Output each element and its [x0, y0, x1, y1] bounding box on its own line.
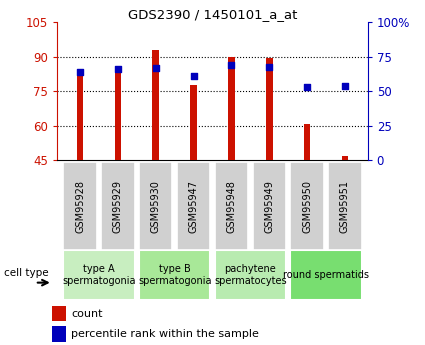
Text: GSM95950: GSM95950	[302, 180, 312, 233]
Bar	[190, 85, 197, 160]
Bar	[215, 162, 248, 250]
Point	[190, 73, 197, 79]
Bar	[290, 162, 324, 250]
Point	[76, 69, 83, 75]
Bar	[304, 124, 311, 160]
Text: count: count	[71, 308, 103, 318]
Text: GSM95930: GSM95930	[151, 180, 161, 233]
Bar	[228, 57, 235, 160]
Bar	[139, 250, 210, 300]
Bar	[252, 162, 286, 250]
Text: GSM95949: GSM95949	[264, 180, 274, 233]
Bar	[139, 162, 173, 250]
Text: round spermatids: round spermatids	[283, 270, 369, 280]
Bar	[342, 156, 348, 160]
Bar	[266, 58, 273, 160]
Bar	[63, 250, 135, 300]
Bar	[215, 250, 286, 300]
Bar	[76, 75, 83, 160]
Text: GSM95947: GSM95947	[189, 180, 198, 233]
Point	[304, 85, 311, 90]
Text: percentile rank within the sample: percentile rank within the sample	[71, 329, 259, 339]
Bar	[114, 71, 121, 160]
Title: GDS2390 / 1450101_a_at: GDS2390 / 1450101_a_at	[128, 8, 297, 21]
Text: GSM95948: GSM95948	[227, 180, 236, 233]
Point	[114, 67, 121, 72]
Point	[228, 62, 235, 68]
Text: GSM95929: GSM95929	[113, 180, 123, 233]
Bar	[52, 306, 66, 321]
Text: cell type: cell type	[4, 268, 49, 278]
Text: pachytene
spermatocytes: pachytene spermatocytes	[214, 264, 286, 286]
Bar	[177, 162, 210, 250]
Bar	[328, 162, 362, 250]
Text: GSM95951: GSM95951	[340, 180, 350, 233]
Text: type A
spermatogonia: type A spermatogonia	[62, 264, 136, 286]
Bar	[63, 162, 97, 250]
Point	[266, 64, 273, 69]
Point	[152, 65, 159, 71]
Bar	[152, 50, 159, 160]
Text: type B
spermatogonia: type B spermatogonia	[138, 264, 211, 286]
Bar	[101, 162, 135, 250]
Point	[342, 83, 348, 89]
Bar	[290, 250, 362, 300]
Bar	[52, 326, 66, 342]
Text: GSM95928: GSM95928	[75, 180, 85, 233]
